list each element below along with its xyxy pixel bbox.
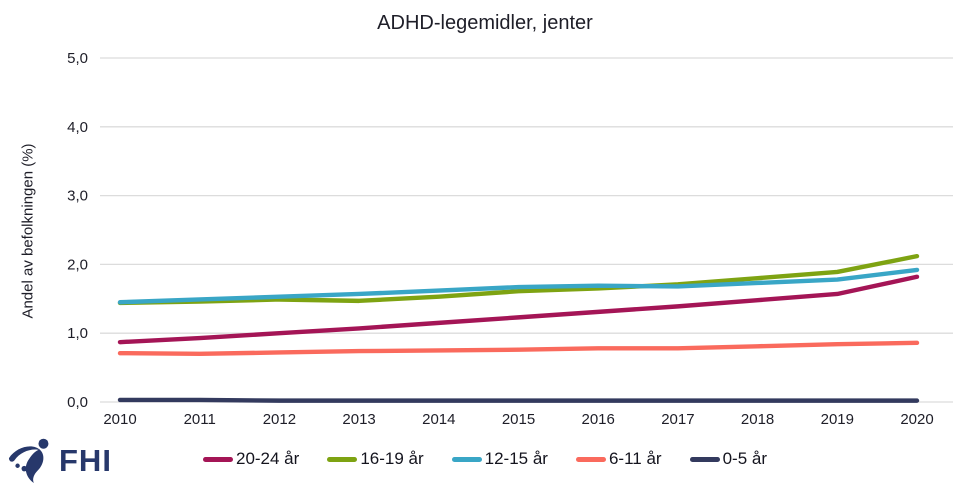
x-tick-label-2018: 2018 — [741, 411, 774, 428]
legend-item-0-5: 0-5 år — [689, 449, 767, 469]
legend-label-12-15: 12-15 år — [484, 449, 548, 468]
x-tick-label-2019: 2019 — [821, 411, 854, 428]
legend-swatch-0-5 — [689, 456, 720, 462]
series-line-6-11år — [117, 340, 920, 357]
y-tick-label-0,0: 0,0 — [67, 394, 88, 411]
y-tick-label-1,0: 1,0 — [67, 325, 88, 342]
legend-item-16-19: 16-19 år — [327, 449, 424, 469]
legend-label-0-5: 0-5 år — [722, 449, 767, 468]
legend-item-12-15: 12-15 år — [451, 449, 548, 469]
series-line-16-19år — [117, 253, 920, 306]
legend-swatch-12-15 — [451, 456, 482, 462]
series-line-12-15år — [117, 267, 920, 305]
legend-label-20-24: 20-24 år — [235, 449, 300, 468]
legend-label-16-19: 16-19 år — [360, 449, 424, 468]
legend-swatch-20-24 — [202, 456, 233, 462]
legend-label-6-11: 6-11 år — [608, 449, 662, 468]
legend-item-6-11: 6-11 år — [575, 449, 662, 469]
chart-title: ADHD-legemidler, jenter — [377, 12, 593, 34]
fhi-logo: FHI — [8, 436, 112, 484]
x-tick-label-2011: 2011 — [184, 411, 216, 428]
series-line-20-24år — [117, 274, 920, 345]
x-tick-label-2013: 2013 — [342, 411, 375, 428]
legend-swatch-16-19 — [327, 456, 358, 462]
legend-swatch-6-11 — [575, 456, 606, 462]
y-tick-label-5,0: 5,0 — [67, 50, 88, 67]
x-tick-label-2016: 2016 — [582, 411, 615, 428]
series-line-0-5år — [117, 397, 920, 403]
x-tick-label-2015: 2015 — [502, 411, 535, 428]
y-tick-label-2,0: 2,0 — [67, 256, 88, 273]
x-tick-label-2014: 2014 — [422, 411, 455, 428]
y-tick-label-4,0: 4,0 — [67, 119, 88, 136]
fhi-figure-icon — [8, 438, 49, 483]
legend-item-20-24: 20-24 år — [202, 449, 300, 469]
x-tick-label-2017: 2017 — [661, 411, 694, 428]
x-tick-label-2010: 2010 — [103, 411, 136, 428]
y-tick-label-3,0: 3,0 — [67, 188, 88, 205]
fhi-logo-text: FHI — [59, 442, 112, 478]
legend: 20-24 år 16-19 år 12-15 år 6-11 år 0-5 å… — [0, 449, 970, 469]
x-tick-label-2012: 2012 — [263, 411, 296, 428]
x-tick-label-2020: 2020 — [900, 411, 933, 428]
